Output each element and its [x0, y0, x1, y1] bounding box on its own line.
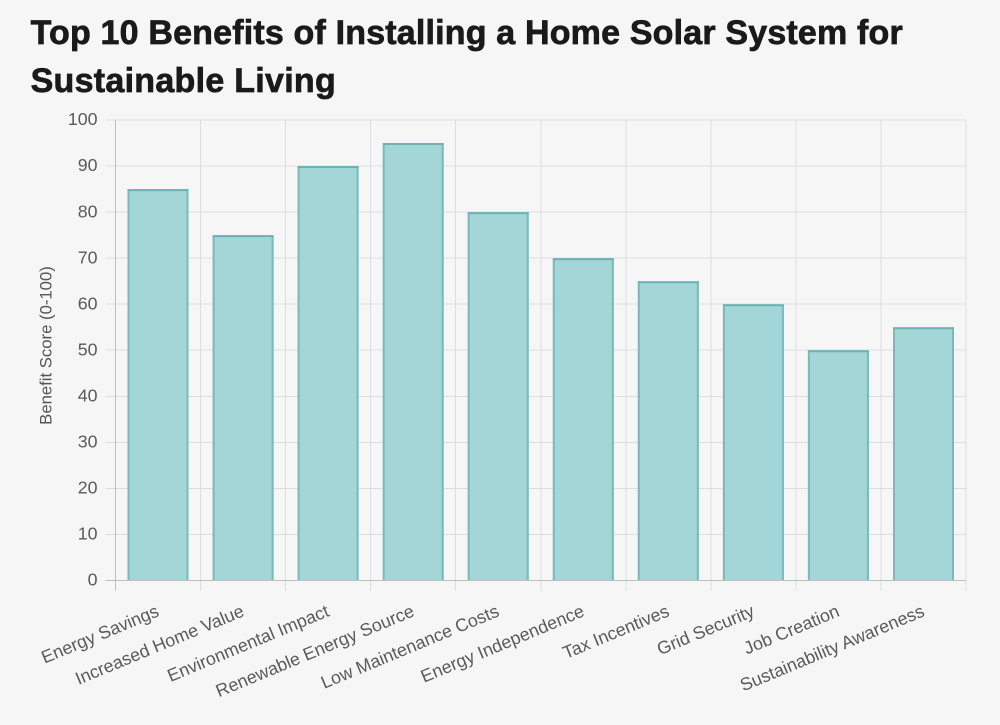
- svg-text:50: 50: [78, 339, 98, 359]
- svg-text:Benefit Score (0-100): Benefit Score (0-100): [36, 266, 55, 425]
- svg-text:20: 20: [78, 478, 98, 498]
- svg-text:0: 0: [88, 570, 98, 590]
- svg-text:10: 10: [78, 524, 98, 544]
- svg-text:100: 100: [68, 109, 98, 129]
- svg-text:60: 60: [78, 293, 98, 313]
- svg-text:80: 80: [78, 201, 98, 221]
- svg-text:70: 70: [78, 247, 98, 267]
- svg-text:Grid Security: Grid Security: [654, 601, 757, 659]
- svg-text:90: 90: [78, 155, 98, 175]
- svg-text:40: 40: [78, 386, 98, 406]
- svg-text:30: 30: [78, 432, 98, 452]
